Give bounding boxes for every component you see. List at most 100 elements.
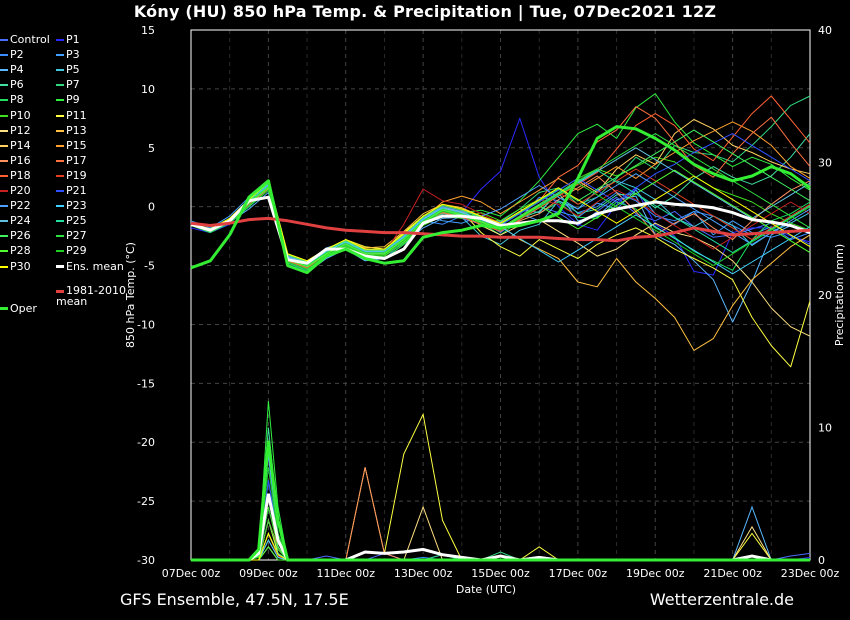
legend-label: P23 (66, 199, 87, 213)
axes: 15 10 5 0 -5 -10 -15 -20 -25 -30 40 30 20 10 0 07Dec 00… (137, 24, 839, 580)
precipitation-series (191, 400, 811, 562)
y-tick-label: 10 (141, 83, 155, 96)
legend-item-control: Control (0, 33, 50, 46)
legend-label: 1981-2010 mean (56, 284, 126, 309)
legend-label: P12 (10, 123, 31, 137)
legend-label: P26 (10, 229, 31, 243)
x-tick-label: 15Dec 00z (471, 567, 530, 580)
y-tick-label: -10 (137, 318, 155, 331)
legend-label: Control (10, 33, 50, 46)
legend-label: P16 (10, 153, 31, 167)
legend-item-p5: P5 (56, 63, 80, 76)
legend-label: P25 (66, 214, 87, 228)
legend-item-p28: P28 (0, 244, 31, 257)
legend-swatch (0, 235, 8, 238)
legend-swatch (56, 220, 64, 223)
legend-swatch (0, 114, 8, 117)
legend-item-p17: P17 (56, 154, 87, 167)
legend-swatch (56, 265, 64, 268)
legend-label: P19 (66, 168, 87, 182)
legend-label: P10 (10, 108, 31, 122)
legend-item-p13: P13 (56, 124, 87, 137)
legend: Control P1 P2 P3 P4 P5 P6 P7 P8 P9 P10 P11 P12 P13 P14… (0, 33, 140, 323)
legend-swatch (56, 54, 64, 57)
legend-item-p12: P12 (0, 124, 31, 137)
temp-line-p18 (190, 95, 811, 269)
legend-swatch (56, 114, 64, 117)
y-tick-label: 0 (148, 201, 155, 214)
x-tick-label: 21Dec 00z (703, 567, 762, 580)
y-tick-label: -30 (137, 554, 155, 567)
y2-tick-label: 20 (818, 289, 832, 302)
legend-swatch (56, 174, 64, 177)
y-tick-label: 5 (148, 142, 155, 155)
model-info: GFS Ensemble, 47.5N, 17.5E (120, 590, 349, 609)
legend-label: P15 (66, 138, 87, 152)
legend-item-p26: P26 (0, 229, 31, 242)
legend-label: P18 (10, 168, 31, 182)
legend-swatch (0, 144, 8, 147)
legend-item-p14: P14 (0, 139, 31, 152)
legend-label: P28 (10, 244, 31, 258)
legend-item-p25: P25 (56, 214, 87, 227)
legend-item-p21: P21 (56, 184, 87, 197)
grid-lines (191, 30, 810, 560)
y-tick-label: -15 (137, 377, 155, 390)
legend-swatch (0, 174, 8, 177)
y-tick-label: 15 (141, 24, 155, 37)
x-tick-label: 11Dec 00z (316, 567, 375, 580)
brand-label: Wetterzentrale.de (649, 590, 794, 609)
x-tick-label: 17Dec 00z (549, 567, 608, 580)
legend-swatch (0, 69, 8, 72)
legend-swatch (0, 190, 8, 192)
temp-line-oper (190, 125, 811, 275)
temperature-series (190, 93, 811, 368)
legend-swatch (56, 69, 64, 72)
y2-axis-label: Precipitation (mm) (833, 244, 846, 346)
legend-item-p6: P6 (0, 78, 24, 91)
legend-label: Oper (10, 301, 37, 315)
legend-item-p11: P11 (56, 109, 87, 122)
legend-swatch (56, 84, 64, 87)
legend-item-oper: Oper (0, 302, 37, 315)
legend-label: P8 (10, 93, 24, 107)
x-tick-label: 13Dec 00z (394, 567, 453, 580)
legend-item-p10: P10 (0, 109, 31, 122)
legend-swatch (56, 190, 64, 192)
legend-item-p20: P20 (0, 184, 31, 197)
legend-swatch (0, 159, 8, 162)
legend-label: P17 (66, 153, 87, 167)
legend-label: P22 (10, 199, 31, 213)
temp-line-p30 (190, 175, 811, 262)
y2-tick-label: 40 (818, 24, 832, 37)
legend-item-p16: P16 (0, 154, 31, 167)
legend-swatch (0, 54, 8, 57)
legend-swatch (56, 129, 64, 132)
x-tick-label: 07Dec 00z (162, 567, 221, 580)
legend-label: P14 (10, 138, 31, 152)
legend-swatch (56, 159, 64, 162)
legend-item-p2: P2 (0, 48, 24, 61)
y2-tick-label: 10 (818, 422, 832, 435)
legend-label: P2 (10, 48, 24, 62)
legend-item-p30: P30 (0, 260, 31, 273)
legend-label: P30 (10, 259, 31, 273)
legend-label: P29 (66, 244, 87, 258)
temp-line-p29 (190, 182, 811, 270)
precip-line-oper (191, 440, 810, 562)
temp-line-p22 (190, 173, 811, 264)
legend-swatch (0, 220, 8, 223)
legend-swatch (0, 99, 8, 102)
legend-swatch (56, 235, 64, 238)
x-tick-label: 09Dec 00z (239, 567, 298, 580)
legend-label: P4 (10, 63, 24, 77)
legend-item-p27: P27 (56, 229, 87, 242)
legend-label: P24 (10, 214, 31, 228)
legend-label: P1 (66, 33, 80, 46)
y2-tick-label: 30 (818, 157, 832, 170)
legend-item-p4: P4 (0, 63, 24, 76)
y-tick-label: -25 (137, 495, 155, 508)
legend-swatch (56, 205, 64, 208)
legend-swatch (0, 250, 8, 253)
x-axis-label: Date (UTC) (456, 583, 516, 596)
